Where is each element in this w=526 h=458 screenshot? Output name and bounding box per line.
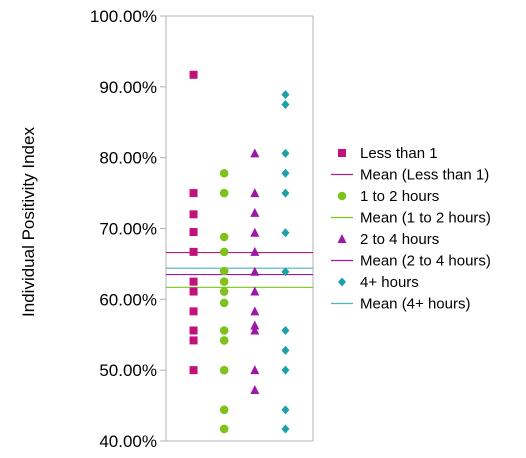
data-point — [190, 288, 198, 296]
data-point — [190, 189, 198, 197]
plot-frame — [166, 16, 313, 441]
data-point — [220, 336, 229, 345]
y-tick-label: 40.00% — [99, 432, 157, 451]
data-point — [220, 287, 229, 296]
legend-label: 2 to 4 hours — [360, 231, 439, 248]
data-point — [220, 299, 229, 308]
y-tick-label: 50.00% — [99, 361, 157, 380]
data-point — [190, 307, 198, 315]
y-tick-label: 70.00% — [99, 220, 157, 239]
data-point — [190, 71, 198, 79]
y-tick-label: 100.00% — [90, 7, 157, 26]
legend-marker — [338, 192, 347, 201]
data-point — [190, 228, 198, 236]
legend-label: 1 to 2 hours — [360, 188, 439, 205]
data-point — [190, 327, 198, 335]
data-point — [190, 336, 198, 344]
data-point — [220, 189, 229, 198]
plot-area — [166, 16, 313, 441]
data-point — [220, 366, 229, 375]
y-tick-label: 90.00% — [99, 78, 157, 97]
y-axis-title: Individual Positivity Index — [19, 127, 38, 317]
data-point — [220, 326, 229, 335]
data-point — [220, 248, 229, 257]
legend-label: Mean (4+ hours) — [360, 296, 470, 313]
legend-label: Mean (2 to 4 hours) — [360, 253, 491, 270]
data-point — [220, 267, 229, 276]
data-point — [190, 210, 198, 218]
legend-label: 4+ hours — [360, 274, 419, 291]
legend-marker — [338, 234, 347, 243]
y-tick-label: 80.00% — [99, 149, 157, 168]
legend-marker — [338, 149, 346, 157]
legend: Less than 1 Mean (Less than 1) 1 to 2 hour… — [331, 145, 491, 313]
y-axis: 40.00% 50.00% 60.00% 70.00% 80.00% 90.00% 100.… — [90, 7, 166, 451]
data-point — [220, 277, 229, 286]
data-point — [220, 233, 229, 242]
y-tick-label: 60.00% — [99, 290, 157, 309]
legend-label: Mean (Less than 1) — [360, 167, 489, 184]
legend-label: Less than 1 — [360, 145, 438, 162]
data-point — [190, 366, 198, 374]
legend-marker — [338, 278, 346, 287]
data-point — [190, 248, 198, 256]
data-point — [220, 406, 229, 415]
data-point — [220, 169, 229, 178]
data-point — [220, 425, 229, 434]
legend-label: Mean (1 to 2 hours) — [360, 210, 491, 227]
data-point — [190, 278, 198, 286]
